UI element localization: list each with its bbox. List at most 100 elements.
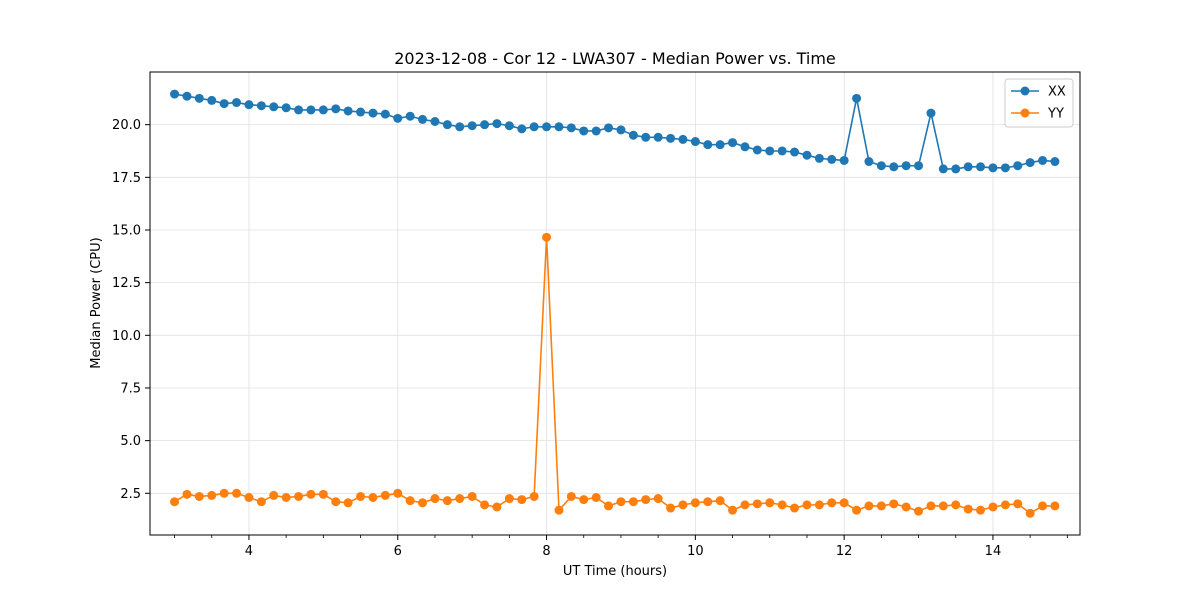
data-point-yy [256,497,266,507]
data-point-xx [1013,161,1023,171]
data-point-yy [480,500,490,510]
data-point-yy [182,489,192,499]
data-point-xx [467,121,477,131]
data-point-yy [876,501,886,511]
data-point-yy [244,493,254,503]
data-point-yy [901,502,911,512]
data-point-xx [802,150,812,160]
data-point-yy [728,505,738,515]
data-point-xx [405,111,415,121]
data-point-xx [219,99,229,109]
data-point-yy [331,497,341,507]
data-point-yy [839,498,849,508]
data-point-yy [604,501,614,511]
data-point-yy [790,503,800,513]
data-point-yy [467,491,477,501]
data-point-xx [455,122,465,132]
data-point-yy [194,491,204,501]
data-point-yy [988,502,998,512]
data-point-xx [294,105,304,115]
y-tick-label: 17.5 [112,171,141,186]
data-point-xx [628,130,638,140]
data-point-xx [331,104,341,114]
legend: XX YY [1004,78,1074,128]
data-point-xx [914,161,924,171]
x-axis-label: UT Time (hours) [563,564,667,579]
data-point-xx [963,162,973,172]
data-point-xx [256,101,266,111]
data-point-xx [554,122,564,132]
data-point-xx [604,123,614,133]
data-point-xx [356,107,366,117]
legend-label-xx: XX [1048,85,1066,100]
x-tick-label: 8 [542,544,550,559]
data-point-yy [591,493,601,503]
data-point-xx [827,154,837,164]
data-point-xx [988,163,998,173]
data-point-xx [343,106,353,116]
data-point-yy [207,490,217,500]
x-tick-label: 14 [985,544,1002,559]
data-point-xx [492,119,502,129]
data-point-xx [889,162,899,172]
data-point-xx [641,132,651,142]
data-point-xx [170,89,180,99]
data-point-yy [926,501,936,511]
data-point-yy [542,232,552,242]
x-tick-label: 6 [394,544,402,559]
data-point-xx [901,161,911,171]
data-point-yy [951,500,961,510]
data-point-yy [1013,499,1023,509]
data-point-yy [740,500,750,510]
data-point-yy [356,491,366,501]
data-point-xx [306,105,316,115]
y-tick-label: 12.5 [112,276,141,291]
data-point-yy [269,490,279,500]
y-tick-label: 2.5 [120,487,141,502]
data-point-yy [889,499,899,509]
data-point-yy [294,491,304,501]
data-point-yy [802,500,812,510]
data-point-xx [839,155,849,165]
data-point-xx [852,93,862,103]
grid [150,72,1080,535]
data-point-xx [566,123,576,133]
data-point-yy [318,489,328,499]
data-point-yy [852,505,862,515]
data-point-yy [529,491,539,501]
data-point-yy [219,488,229,498]
data-point-xx [666,133,676,143]
data-point-yy [678,500,688,510]
data-point-yy [616,497,626,507]
data-point-yy [827,498,837,508]
series-xx [170,89,1060,174]
data-point-xx [678,134,688,144]
data-point-xx [418,114,428,124]
legend-marker-yy [1020,108,1030,118]
data-point-xx [1025,158,1035,168]
data-point-yy [368,493,378,503]
data-point-yy [517,495,527,505]
data-point-xx [232,98,242,108]
y-tick-label: 5.0 [120,434,141,449]
x-tick-label: 4 [245,544,253,559]
data-point-yy [703,497,713,507]
data-point-yy [641,495,651,505]
data-point-yy [963,504,973,514]
y-axis-label: Median Power (CPU) [89,237,104,368]
x-tick-label: 10 [687,544,704,559]
data-point-xx [1000,163,1010,173]
data-point-yy [492,502,502,512]
data-point-yy [715,496,725,506]
data-point-yy [455,494,465,504]
y-axis: 2.5 5.0 7.5 10.0 12.5 15.0 17.5 20.0 [112,118,150,502]
data-point-xx [728,138,738,148]
data-point-yy [752,499,762,509]
data-point-yy [306,489,316,499]
data-point-xx [1050,157,1060,167]
data-point-xx [976,162,986,172]
data-point-xx [281,103,291,113]
data-point-yy [1050,501,1060,511]
data-point-yy [653,494,663,504]
